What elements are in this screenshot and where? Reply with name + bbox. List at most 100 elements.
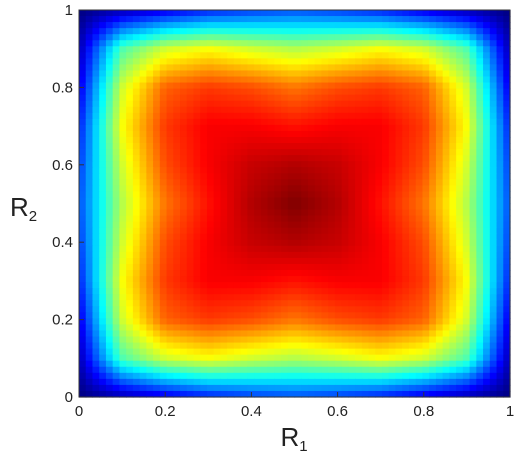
- heatmap-cell: [99, 185, 107, 193]
- heatmap-cell: [422, 366, 430, 374]
- heatmap-cell: [355, 245, 363, 253]
- heatmap-cell: [368, 52, 376, 59]
- heatmap-cell: [180, 124, 188, 132]
- heatmap-cell: [274, 130, 282, 138]
- heatmap-cell: [105, 233, 114, 241]
- heatmap-cell: [334, 173, 343, 180]
- heatmap-cell: [139, 215, 147, 223]
- heatmap-cell: [435, 257, 444, 265]
- heatmap-cell: [442, 173, 450, 180]
- heatmap-cell: [146, 330, 154, 338]
- heatmap-cell: [254, 197, 262, 205]
- heatmap-cell: [462, 366, 471, 374]
- heatmap-cell: [254, 276, 262, 283]
- heatmap-cell: [85, 336, 94, 344]
- heatmap-cell: [132, 203, 141, 211]
- heatmap-cell: [301, 16, 309, 23]
- heatmap-cell: [79, 251, 87, 259]
- heatmap-cell: [99, 167, 107, 174]
- heatmap-cell: [227, 106, 235, 114]
- heatmap-cell: [186, 366, 195, 374]
- heatmap-cell: [314, 106, 323, 114]
- heatmap-cell: [139, 336, 147, 344]
- heatmap-cell: [105, 263, 114, 271]
- heatmap-cell: [112, 245, 120, 253]
- heatmap-cell: [361, 185, 370, 193]
- heatmap-cell: [476, 360, 484, 368]
- heatmap-cell: [92, 384, 100, 392]
- heatmap-cell: [415, 100, 424, 108]
- heatmap-cell: [449, 10, 457, 17]
- heatmap-cell: [99, 130, 107, 138]
- heatmap-cell: [496, 191, 504, 199]
- heatmap-cell: [105, 372, 114, 380]
- heatmap-cell: [328, 276, 336, 283]
- heatmap-cell: [476, 16, 484, 23]
- heatmap-cell: [388, 300, 397, 307]
- heatmap-cell: [85, 185, 94, 193]
- heatmap-cell: [267, 233, 275, 241]
- heatmap-cell: [233, 209, 242, 217]
- heatmap-cell: [361, 209, 370, 217]
- heatmap-cell: [180, 227, 188, 235]
- heatmap-cell: [233, 155, 242, 162]
- heatmap-cell: [456, 227, 464, 235]
- heatmap-cell: [85, 82, 94, 90]
- heatmap-cell: [388, 372, 397, 380]
- heatmap-cell: [334, 227, 343, 235]
- heatmap-cell: [449, 197, 457, 205]
- heatmap-cell: [307, 22, 316, 29]
- heatmap-cell: [355, 282, 363, 289]
- heatmap-cell: [314, 155, 323, 162]
- heatmap-cell: [247, 324, 255, 332]
- heatmap-cell: [254, 70, 262, 78]
- heatmap-cell: [146, 360, 154, 368]
- heatmap-cell: [341, 209, 349, 217]
- heatmap-cell: [435, 155, 444, 162]
- heatmap-cell: [173, 130, 181, 138]
- heatmap-cell: [348, 64, 356, 72]
- heatmap-cell: [294, 94, 302, 102]
- heatmap-cell: [146, 354, 154, 362]
- heatmap-cell: [240, 360, 248, 368]
- heatmap-cell: [180, 318, 188, 326]
- heatmap-cell: [388, 294, 397, 301]
- heatmap-cell: [301, 130, 309, 138]
- heatmap-cell: [193, 336, 201, 344]
- heatmap-cell: [449, 155, 457, 162]
- heatmap-cell: [132, 312, 141, 319]
- heatmap-cell: [408, 342, 417, 350]
- heatmap-cell: [173, 227, 181, 235]
- heatmap-cell: [483, 46, 491, 53]
- heatmap-cell: [105, 257, 114, 265]
- heatmap-cell: [173, 270, 181, 277]
- heatmap-cell: [146, 294, 154, 301]
- heatmap-cell: [348, 179, 356, 186]
- heatmap-cell: [294, 390, 302, 398]
- heatmap-cell: [489, 70, 498, 78]
- heatmap-cell: [395, 330, 403, 338]
- heatmap-cell: [361, 155, 370, 162]
- heatmap-cell: [469, 118, 477, 126]
- heatmap-cell: [328, 378, 336, 386]
- heatmap-cell: [361, 336, 370, 344]
- heatmap-cell: [429, 227, 437, 235]
- heatmap-cell: [240, 390, 248, 398]
- heatmap-cell: [159, 136, 168, 144]
- heatmap-cell: [186, 239, 195, 247]
- heatmap-cell: [348, 203, 356, 211]
- heatmap-cell: [496, 28, 504, 35]
- heatmap-cell: [442, 209, 450, 217]
- heatmap-cell: [126, 263, 134, 271]
- heatmap-cell: [314, 40, 323, 47]
- heatmap-cell: [85, 149, 94, 156]
- heatmap-cell: [85, 197, 94, 205]
- heatmap-cell: [422, 34, 430, 41]
- heatmap-cell: [328, 354, 336, 362]
- heatmap-cell: [408, 58, 417, 66]
- heatmap-cell: [408, 251, 417, 259]
- heatmap-cell: [462, 22, 471, 29]
- heatmap-cell: [247, 372, 255, 380]
- heatmap-cell: [456, 306, 464, 313]
- heatmap-cell: [126, 88, 134, 96]
